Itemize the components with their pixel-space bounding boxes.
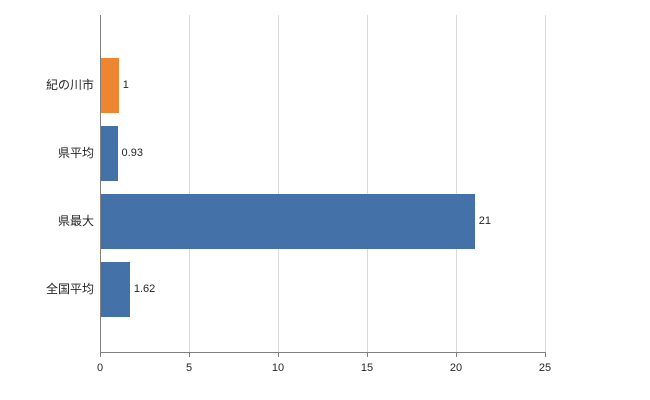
x-tick-mark-0 bbox=[100, 353, 101, 357]
value-label-県平均: 0.93 bbox=[121, 147, 143, 159]
x-tick-label-0: 0 bbox=[96, 362, 104, 374]
gridline-x-15 bbox=[367, 15, 368, 352]
x-tick-label-10: 10 bbox=[271, 362, 285, 374]
x-tick-label-20: 20 bbox=[449, 362, 463, 374]
gridline-x-5 bbox=[189, 15, 190, 352]
y-axis-label-県平均: 県平均 bbox=[57, 146, 94, 160]
x-tick-label-25: 25 bbox=[538, 362, 552, 374]
x-tick-mark-25 bbox=[545, 353, 546, 357]
x-tick-mark-5 bbox=[189, 353, 190, 357]
y-axis-label-県最大: 県最大 bbox=[57, 214, 94, 228]
x-tick-mark-10 bbox=[278, 353, 279, 357]
value-label-県最大: 21 bbox=[478, 215, 492, 227]
y-axis-label-全国平均: 全国平均 bbox=[45, 282, 94, 296]
bar-全国平均 bbox=[101, 261, 130, 317]
value-label-紀の川市: 1 bbox=[122, 79, 129, 91]
bar-県平均 bbox=[101, 125, 118, 181]
x-tick-mark-15 bbox=[367, 353, 368, 357]
bar-紀の川市 bbox=[101, 57, 119, 113]
gridline-x-10 bbox=[278, 15, 279, 352]
bar-県最大 bbox=[101, 193, 475, 249]
x-tick-label-5: 5 bbox=[185, 362, 193, 374]
value-label-全国平均: 1.62 bbox=[133, 283, 156, 295]
gridline-x-20 bbox=[456, 15, 457, 352]
plot-area bbox=[100, 15, 546, 353]
gridline-x-25 bbox=[545, 15, 546, 352]
x-tick-label-15: 15 bbox=[360, 362, 374, 374]
y-axis-label-紀の川市: 紀の川市 bbox=[45, 78, 94, 92]
x-tick-mark-20 bbox=[456, 353, 457, 357]
